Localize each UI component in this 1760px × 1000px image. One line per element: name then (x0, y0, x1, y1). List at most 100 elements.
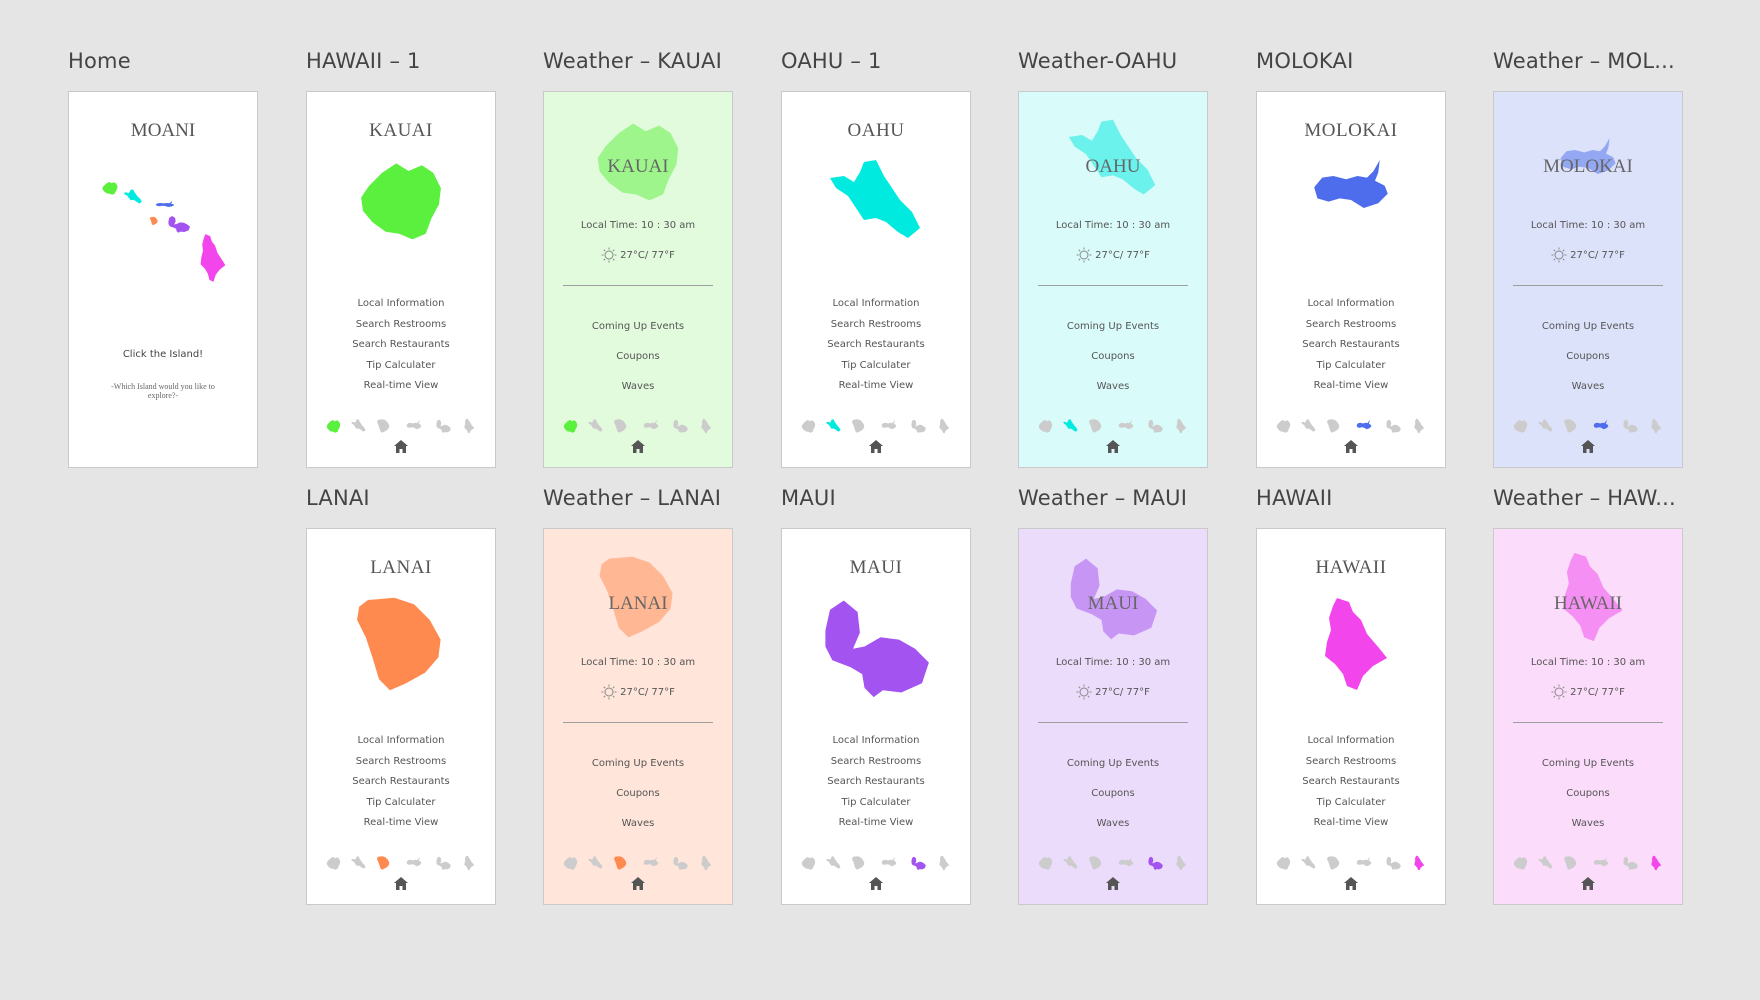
oahu-icon[interactable] (825, 855, 842, 871)
menu-item-local-information[interactable]: Local Information (357, 298, 445, 309)
maui-icon[interactable] (435, 418, 452, 434)
kauai-island-button[interactable] (102, 181, 118, 195)
hawaii-icon[interactable] (1410, 418, 1427, 434)
oahu-icon[interactable] (1062, 855, 1079, 871)
menu-item-search-restrooms[interactable]: Search Restrooms (830, 755, 922, 767)
menu-item-local-information[interactable]: Local Information (832, 298, 920, 309)
maui-icon[interactable] (672, 855, 689, 871)
hawaii-icon[interactable] (935, 855, 952, 871)
menu-item-tip-calculater[interactable]: Tip Calculater (841, 359, 911, 371)
menu-item-coupons[interactable]: Coupons (1091, 788, 1135, 799)
oahu-icon[interactable] (587, 418, 604, 434)
artboard-label[interactable]: Weather-OAHU (1018, 49, 1178, 73)
menu-item-real-time-view[interactable]: Real-time View (838, 817, 914, 828)
molokai-icon[interactable] (401, 855, 427, 871)
lanai-icon[interactable] (1325, 418, 1342, 434)
menu-item-waves[interactable]: Waves (1571, 818, 1605, 829)
menu-item-tip-calculater[interactable]: Tip Calculater (1316, 796, 1386, 808)
kauai-icon[interactable] (1037, 418, 1054, 434)
home-button[interactable] (1019, 877, 1207, 895)
menu-item-waves[interactable]: Waves (1571, 381, 1605, 392)
artboard-label[interactable]: Weather – KAUAI (543, 49, 722, 73)
lanai-icon[interactable] (1562, 418, 1579, 434)
menu-item-waves[interactable]: Waves (621, 381, 655, 392)
menu-item-tip-calculater[interactable]: Tip Calculater (366, 796, 436, 808)
lanai-icon[interactable] (375, 418, 392, 434)
home-button[interactable] (782, 440, 970, 458)
menu-item-coming-up-events[interactable]: Coming Up Events (1541, 758, 1635, 769)
menu-item-search-restrooms[interactable]: Search Restrooms (1305, 755, 1397, 767)
oahu-island-button[interactable] (123, 189, 142, 204)
oahu-icon[interactable] (825, 418, 842, 434)
maui-icon[interactable] (1147, 855, 1164, 871)
menu-item-search-restrooms[interactable]: Search Restrooms (355, 318, 447, 330)
menu-item-coupons[interactable]: Coupons (1566, 351, 1610, 362)
maui-island-button[interactable] (168, 216, 191, 233)
home-button[interactable] (1257, 877, 1445, 895)
home-button[interactable] (544, 877, 732, 895)
home-button[interactable] (1019, 440, 1207, 458)
hawaii-icon[interactable] (460, 855, 477, 871)
maui-icon[interactable] (1385, 855, 1402, 871)
menu-item-real-time-view[interactable]: Real-time View (1313, 817, 1389, 828)
molokai-icon[interactable] (638, 418, 664, 434)
hawaii-icon[interactable] (935, 418, 952, 434)
kauai-icon[interactable] (1037, 855, 1054, 871)
artboard-label[interactable]: HAWAII (1256, 486, 1333, 510)
oahu-icon[interactable] (1062, 418, 1079, 434)
maui-icon[interactable] (910, 855, 927, 871)
artboard-label[interactable]: LANAI (306, 486, 370, 510)
molokai-icon[interactable] (1351, 855, 1377, 871)
artboard-label[interactable]: Weather – HAW... (1493, 486, 1676, 510)
hawaii-icon[interactable] (697, 855, 714, 871)
kauai-icon[interactable] (800, 855, 817, 871)
hawaii-icon[interactable] (1410, 855, 1427, 871)
menu-item-waves[interactable]: Waves (1096, 381, 1130, 392)
kauai-icon[interactable] (1275, 855, 1292, 871)
artboard-label[interactable]: MAUI (781, 486, 836, 510)
lanai-icon[interactable] (1087, 855, 1104, 871)
artboard-label[interactable]: MOLOKAI (1256, 49, 1354, 73)
kauai-icon[interactable] (1512, 855, 1529, 871)
menu-item-coupons[interactable]: Coupons (1566, 788, 1610, 799)
home-button[interactable] (1494, 440, 1682, 458)
lanai-icon[interactable] (612, 418, 629, 434)
hawaii-icon[interactable] (1647, 855, 1664, 871)
oahu-icon[interactable] (1300, 855, 1317, 871)
home-button[interactable] (1257, 440, 1445, 458)
molokai-icon[interactable] (1351, 418, 1377, 434)
molokai-icon[interactable] (401, 418, 427, 434)
oahu-icon[interactable] (1537, 418, 1554, 434)
molokai-icon[interactable] (876, 855, 902, 871)
lanai-icon[interactable] (850, 418, 867, 434)
hawaii-icon[interactable] (1172, 855, 1189, 871)
menu-item-tip-calculater[interactable]: Tip Calculater (1316, 359, 1386, 371)
maui-icon[interactable] (672, 418, 689, 434)
maui-icon[interactable] (1385, 418, 1402, 434)
menu-item-tip-calculater[interactable]: Tip Calculater (841, 796, 911, 808)
hawaii-icon[interactable] (460, 418, 477, 434)
maui-icon[interactable] (910, 418, 927, 434)
kauai-icon[interactable] (800, 418, 817, 434)
menu-item-coming-up-events[interactable]: Coming Up Events (1541, 321, 1635, 332)
menu-item-coupons[interactable]: Coupons (1091, 351, 1135, 362)
home-button[interactable] (782, 877, 970, 895)
menu-item-local-information[interactable]: Local Information (832, 735, 920, 746)
kauai-icon[interactable] (325, 855, 342, 871)
menu-item-coming-up-events[interactable]: Coming Up Events (1066, 758, 1160, 769)
hawaii-island-button[interactable] (200, 234, 226, 282)
home-button[interactable] (307, 440, 495, 458)
artboard-label[interactable]: OAHU – 1 (781, 49, 882, 73)
artboard-label[interactable]: Home (68, 49, 131, 73)
menu-item-coupons[interactable]: Coupons (616, 351, 660, 362)
lanai-icon[interactable] (850, 855, 867, 871)
menu-item-search-restaurants[interactable]: Search Restaurants (1302, 776, 1400, 787)
menu-item-real-time-view[interactable]: Real-time View (363, 817, 439, 828)
artboard-label[interactable]: Weather – LANAI (543, 486, 722, 510)
lanai-icon[interactable] (1562, 855, 1579, 871)
molokai-icon[interactable] (1588, 855, 1614, 871)
molokai-island-button[interactable] (155, 201, 175, 207)
menu-item-real-time-view[interactable]: Real-time View (1313, 380, 1389, 391)
menu-item-coming-up-events[interactable]: Coming Up Events (591, 758, 685, 769)
menu-item-real-time-view[interactable]: Real-time View (838, 380, 914, 391)
